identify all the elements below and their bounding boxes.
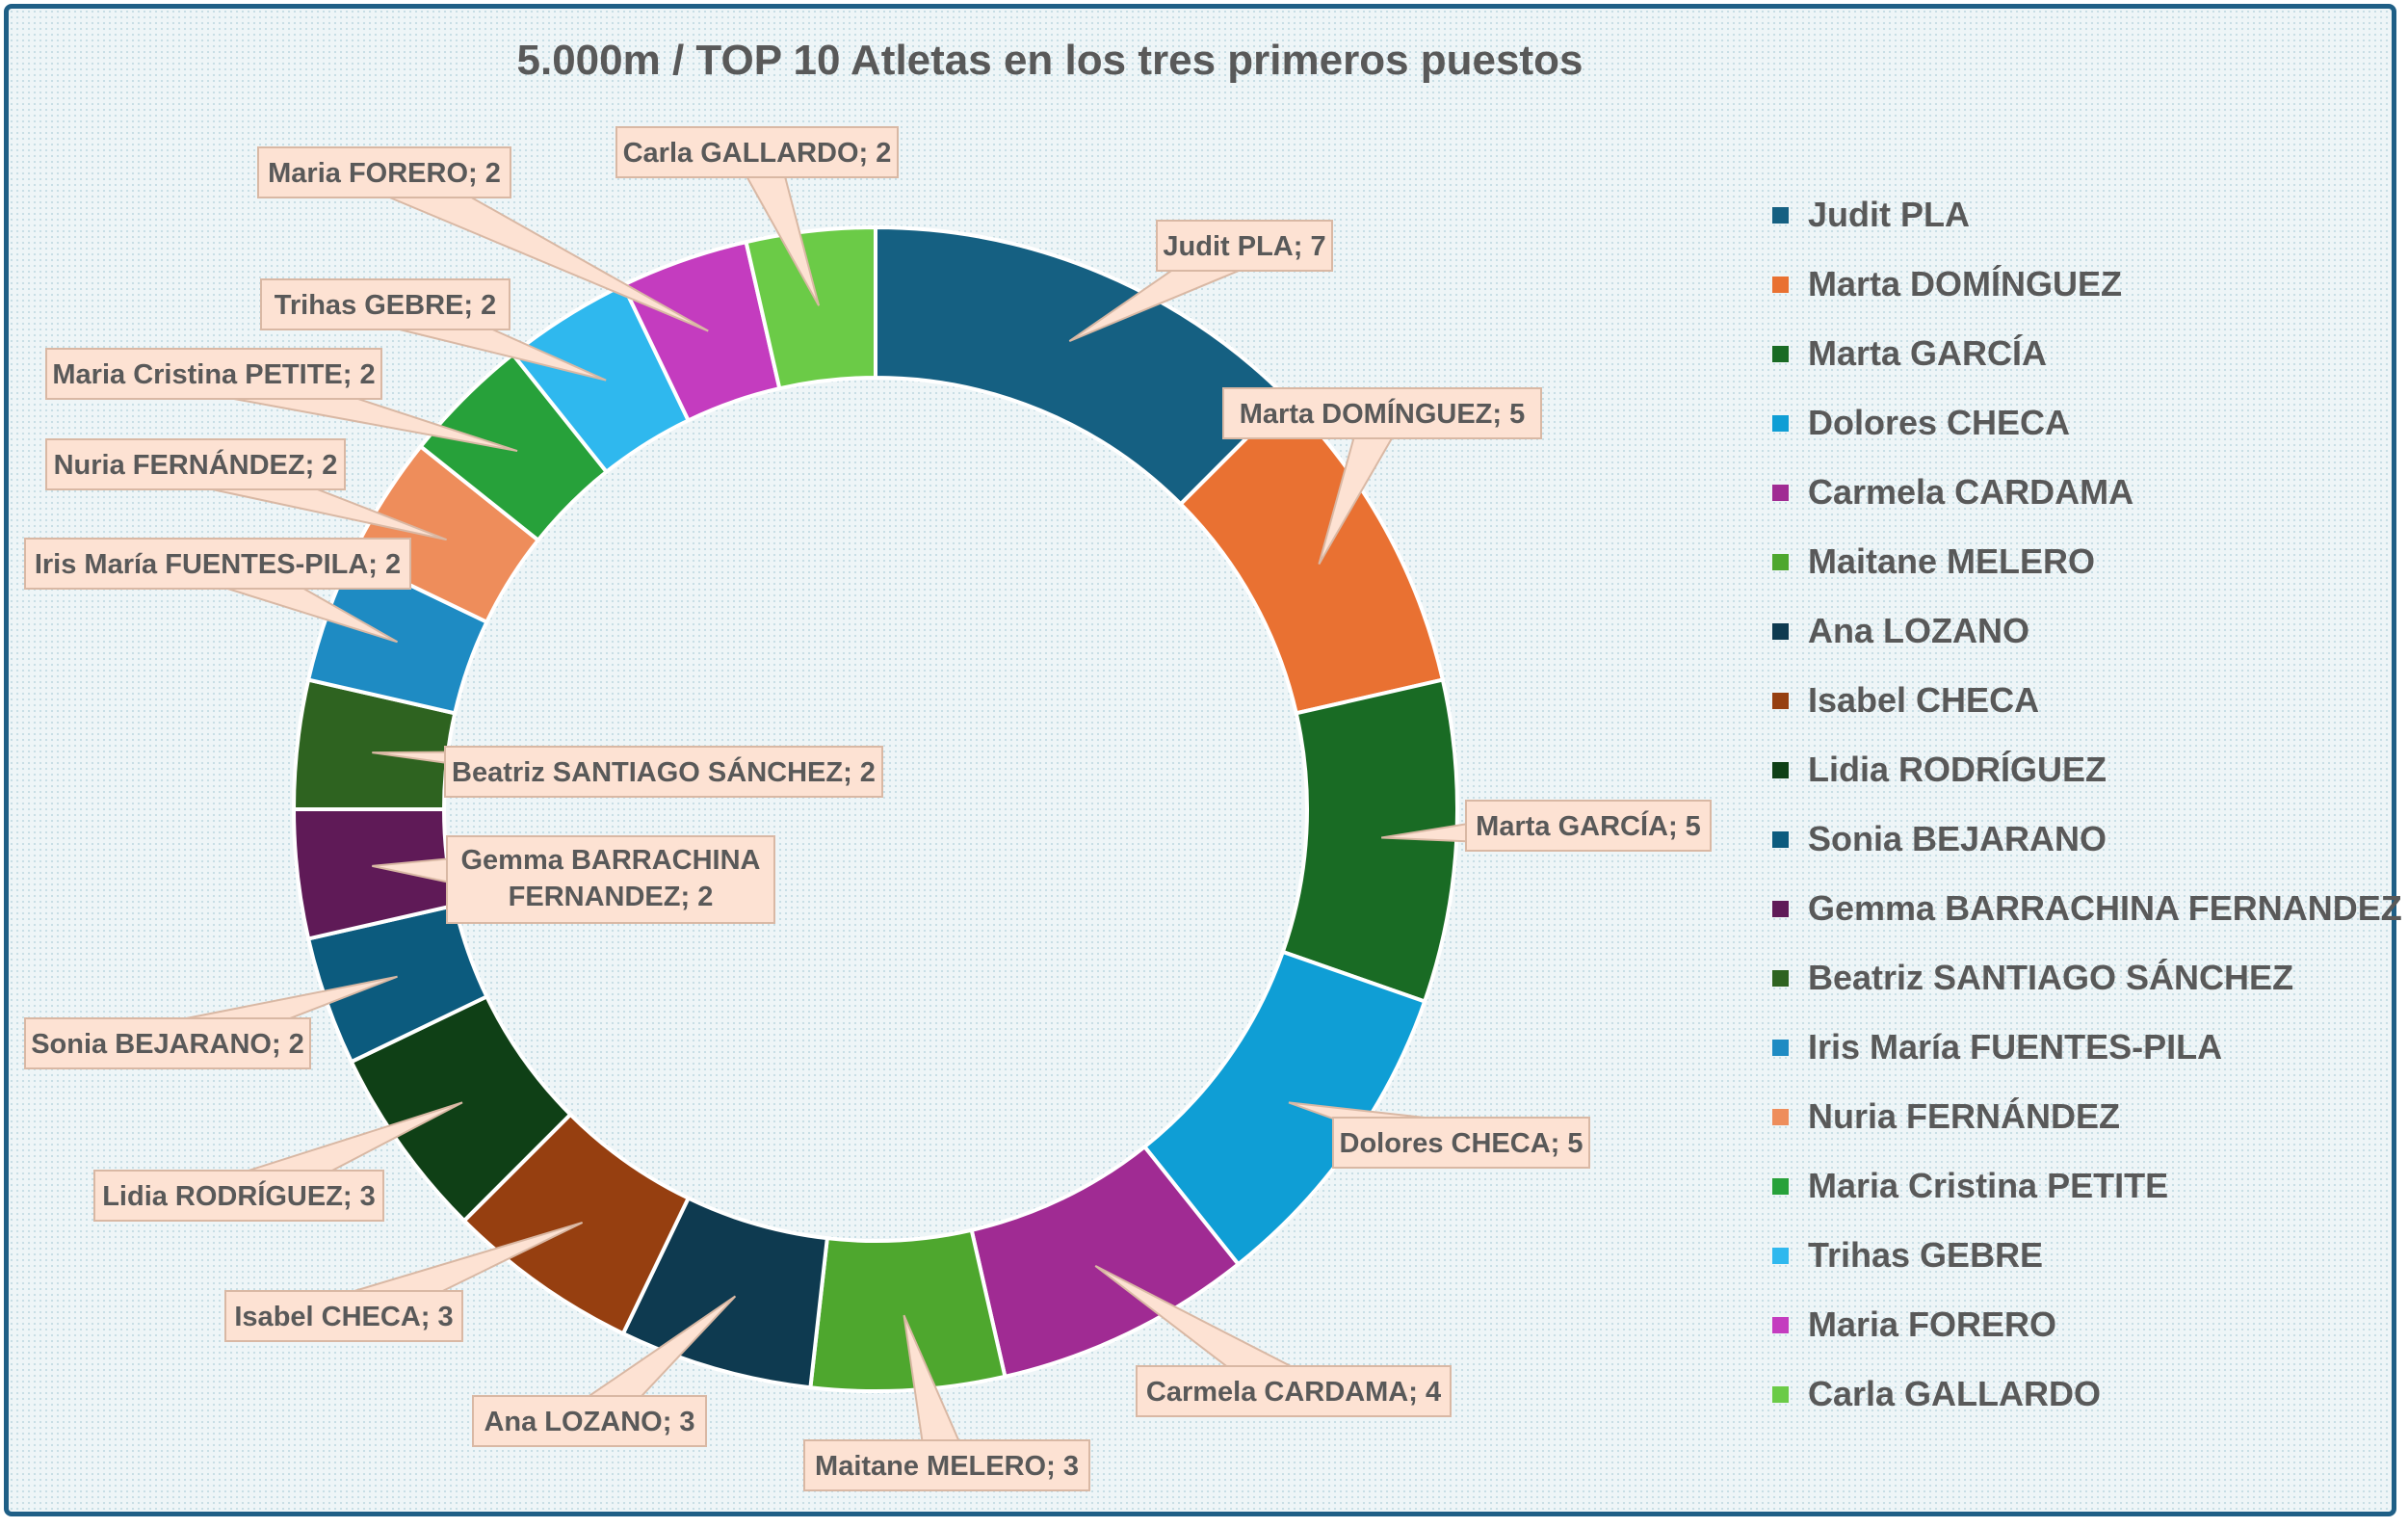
data-label-iris-maria-fuentes-pila: Iris María FUENTES-PILA; 2 xyxy=(35,549,401,580)
data-label-maitane-melero: Maitane MELERO; 3 xyxy=(815,1451,1079,1482)
legend-item-maitane-melero[interactable]: Maitane MELERO xyxy=(1772,538,2095,586)
data-label-box xyxy=(45,348,382,400)
data-label-box xyxy=(257,146,511,198)
legend-item-sonia-bejarano[interactable]: Sonia BEJARANO xyxy=(1772,815,2107,863)
data-label-box xyxy=(1222,387,1542,439)
legend-swatch xyxy=(1772,1039,1789,1056)
legend-label: Carmela CARDAMA xyxy=(1808,472,2134,512)
data-label-dolores-checa: Dolores CHECA; 5 xyxy=(1340,1128,1584,1159)
legend-label: Sonia BEJARANO xyxy=(1808,819,2107,858)
legend-swatch xyxy=(1772,900,1789,917)
legend-item-lidia-rodriguez[interactable]: Lidia RODRÍGUEZ xyxy=(1772,746,2107,794)
legend-swatch xyxy=(1772,622,1789,640)
legend-item-ana-lozano[interactable]: Ana LOZANO xyxy=(1772,607,2029,655)
legend-item-maria-forero[interactable]: Maria FORERO xyxy=(1772,1301,2056,1349)
data-label-box xyxy=(24,538,411,590)
legend-item-carla-gallardo[interactable]: Carla GALLARDO xyxy=(1772,1370,2101,1418)
legend-label: Trihas GEBRE xyxy=(1808,1235,2044,1275)
legend-item-trihas-gebre[interactable]: Trihas GEBRE xyxy=(1772,1231,2043,1279)
legend-item-iris-maria-fuentes-pila[interactable]: Iris María FUENTES-PILA xyxy=(1772,1023,2222,1071)
data-label-marta-dominguez: Marta DOMÍNGUEZ; 5 xyxy=(1240,397,1525,430)
data-label-box xyxy=(446,835,775,924)
data-label-judit-pla: Judit PLA; 7 xyxy=(1163,231,1325,262)
data-label-box xyxy=(260,278,510,330)
legend-swatch xyxy=(1772,206,1789,224)
legend-label: Carla GALLARDO xyxy=(1808,1374,2102,1413)
data-label-maria-forero: Maria FORERO; 2 xyxy=(268,158,501,189)
legend-swatch xyxy=(1772,414,1789,432)
data-label-box xyxy=(472,1395,707,1447)
legend-swatch xyxy=(1772,1247,1789,1264)
data-label-box xyxy=(1136,1365,1452,1417)
data-label-carla-gallardo: Carla GALLARDO; 2 xyxy=(623,138,892,169)
data-label-carmela-cardama: Carmela CARDAMA; 4 xyxy=(1146,1377,1441,1408)
data-label-gemma-barrachina-fernandez: Gemma BARRACHINA FERNANDEZ; 2 xyxy=(461,845,761,912)
legend-swatch xyxy=(1772,969,1789,987)
legend-item-judit-pla[interactable]: Judit PLA xyxy=(1772,191,1970,239)
legend-swatch xyxy=(1772,1316,1789,1333)
legend-swatch xyxy=(1772,276,1789,293)
data-label-box xyxy=(1332,1117,1590,1169)
legend-swatch xyxy=(1772,345,1789,362)
data-label-ana-lozano: Ana LOZANO; 3 xyxy=(484,1407,694,1437)
slice-maitane-melero[interactable] xyxy=(808,1227,1008,1393)
legend-swatch xyxy=(1772,761,1789,778)
legend-label: Judit PLA xyxy=(1808,195,1970,234)
legend-label: Maria Cristina PETITE xyxy=(1808,1166,2169,1205)
legend-item-marta-dominguez[interactable]: Marta DOMÍNGUEZ xyxy=(1772,260,2122,308)
legend-label: Ana LOZANO xyxy=(1808,611,2029,650)
data-label-beatriz-santiago-sanchez: Beatriz SANTIAGO SÁNCHEZ; 2 xyxy=(452,755,876,788)
legend-item-maria-cristina-petite[interactable]: Maria Cristina PETITE xyxy=(1772,1162,2168,1210)
legend-label: Dolores CHECA xyxy=(1808,403,2071,442)
legend-swatch xyxy=(1772,830,1789,848)
legend-label: Lidia RODRÍGUEZ xyxy=(1808,750,2107,789)
legend-label: Maria FORERO xyxy=(1808,1304,2057,1344)
legend-swatch xyxy=(1772,553,1789,570)
data-label-marta-garcia: Marta GARCÍA; 5 xyxy=(1476,809,1701,842)
data-label-box xyxy=(224,1290,463,1342)
data-label-lidia-rodriguez: Lidia RODRÍGUEZ; 3 xyxy=(102,1179,376,1212)
legend-item-isabel-checa[interactable]: Isabel CHECA xyxy=(1772,676,2039,724)
legend-swatch xyxy=(1772,692,1789,709)
legend-label: Maitane MELERO xyxy=(1808,541,2096,581)
legend-label: Iris María FUENTES-PILA xyxy=(1808,1027,2223,1067)
legend-item-carmela-cardama[interactable]: Carmela CARDAMA xyxy=(1772,468,2133,516)
legend-swatch xyxy=(1772,1385,1789,1403)
data-label-sonia-bejarano: Sonia BEJARANO; 2 xyxy=(31,1029,304,1060)
data-label-nuria-fernandez: Nuria FERNÁNDEZ; 2 xyxy=(54,448,338,481)
data-label-box xyxy=(24,1017,311,1069)
legend-label: Isabel CHECA xyxy=(1808,680,2040,720)
data-label-trihas-gebre: Trihas GEBRE; 2 xyxy=(275,290,496,321)
data-label-maria-cristina-petite: Maria Cristina PETITE; 2 xyxy=(52,359,375,390)
chart-title: 5.000m / TOP 10 Atletas en los tres prim… xyxy=(516,37,1584,84)
data-label-box xyxy=(45,438,346,490)
legend-label: Nuria FERNÁNDEZ xyxy=(1808,1096,2121,1136)
legend-swatch xyxy=(1772,484,1789,501)
data-label-box xyxy=(1465,800,1712,852)
legend-label: Marta DOMÍNGUEZ xyxy=(1808,264,2123,303)
legend-label: Gemma BARRACHINA FERNANDEZ xyxy=(1808,888,2402,928)
data-label-isabel-checa: Isabel CHECA; 3 xyxy=(234,1302,453,1332)
data-label-box xyxy=(444,746,883,798)
data-label-box xyxy=(1156,220,1333,272)
legend-swatch xyxy=(1772,1177,1789,1195)
legend-swatch xyxy=(1772,1108,1789,1125)
legend-label: Beatriz SANTIAGO SÁNCHEZ xyxy=(1808,958,2294,997)
data-label-box xyxy=(93,1170,384,1222)
legend-label: Marta GARCÍA xyxy=(1808,333,2048,373)
legend-item-beatriz-santiago-sanchez[interactable]: Beatriz SANTIAGO SÁNCHEZ xyxy=(1772,954,2293,1002)
data-label-box xyxy=(615,126,899,178)
data-label-box xyxy=(803,1439,1090,1491)
legend-item-gemma-barrachina-fernandez[interactable]: Gemma BARRACHINA FERNANDEZ xyxy=(1772,884,2402,933)
legend-item-marta-garcia[interactable]: Marta GARCÍA xyxy=(1772,329,2047,378)
legend-item-nuria-fernandez[interactable]: Nuria FERNÁNDEZ xyxy=(1772,1093,2120,1141)
legend-item-dolores-checa[interactable]: Dolores CHECA xyxy=(1772,399,2070,447)
